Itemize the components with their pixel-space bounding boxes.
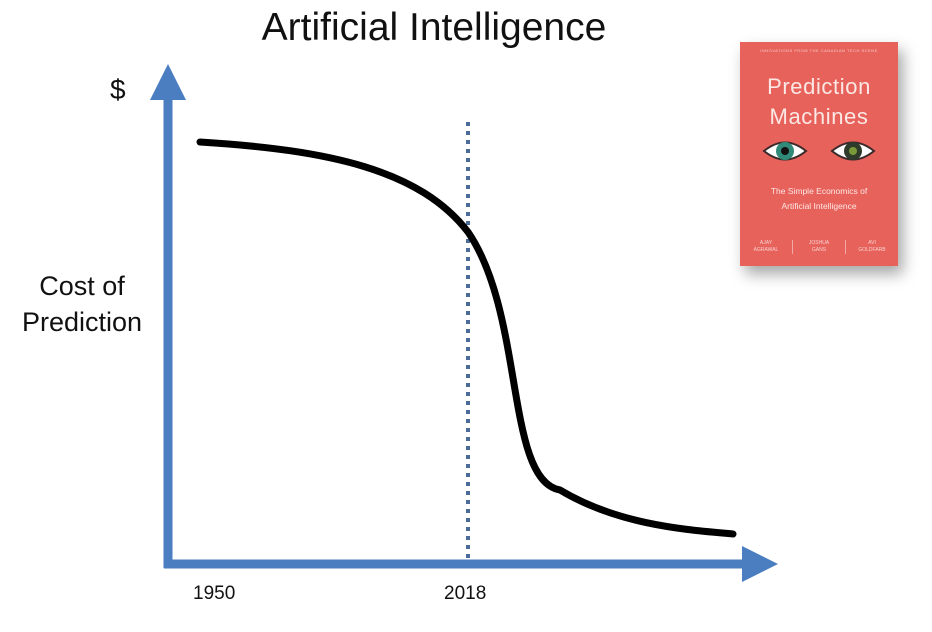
book-subtitle: The Simple Economics of Artificial Intel… — [740, 184, 898, 214]
book-subtitle-line-2: Artificial Intelligence — [781, 201, 857, 211]
book-subtitle-line-1: The Simple Economics of — [770, 186, 868, 196]
author-last-name: AGRAWAL — [753, 247, 779, 253]
slide-title: Artificial Intelligence — [261, 6, 607, 49]
book-author: AJAY AGRAWAL — [740, 240, 793, 254]
y-axis-label: Cost of Prediction — [6, 268, 158, 340]
y-axis-label-line-2: Prediction — [21, 307, 143, 337]
author-first-name: AVI — [868, 240, 876, 246]
book-title: Prediction Machines — [740, 72, 898, 132]
book-cover: INNOVATIONS FROM THE CANADIAN TECH SCENE… — [740, 42, 898, 266]
author-first-name: JOSHUA — [808, 240, 830, 246]
x-tick-1950: 1950 — [193, 583, 236, 604]
book-authors: AJAY AGRAWAL JOSHUA GANS AVI GOLDFARB — [740, 240, 898, 254]
book-title-line-1: Prediction — [767, 74, 871, 99]
author-last-name: GOLDFARB — [858, 247, 886, 253]
y-axis-label-line-1: Cost of — [39, 271, 125, 301]
book-top-line: INNOVATIONS FROM THE CANADIAN TECH SCENE — [760, 48, 878, 53]
cost-curve — [196, 138, 737, 538]
right-eye-icon — [830, 141, 876, 161]
author-last-name: GANS — [811, 247, 827, 253]
book-author: AVI GOLDFARB — [846, 240, 898, 254]
book-author: JOSHUA GANS — [793, 240, 846, 254]
left-eye-icon — [762, 141, 808, 161]
x-tick-2018: 2018 — [444, 583, 487, 604]
y-axis-unit: $ — [110, 74, 126, 105]
book-title-line-2: Machines — [769, 104, 869, 129]
author-first-name: AJAY — [759, 240, 773, 246]
